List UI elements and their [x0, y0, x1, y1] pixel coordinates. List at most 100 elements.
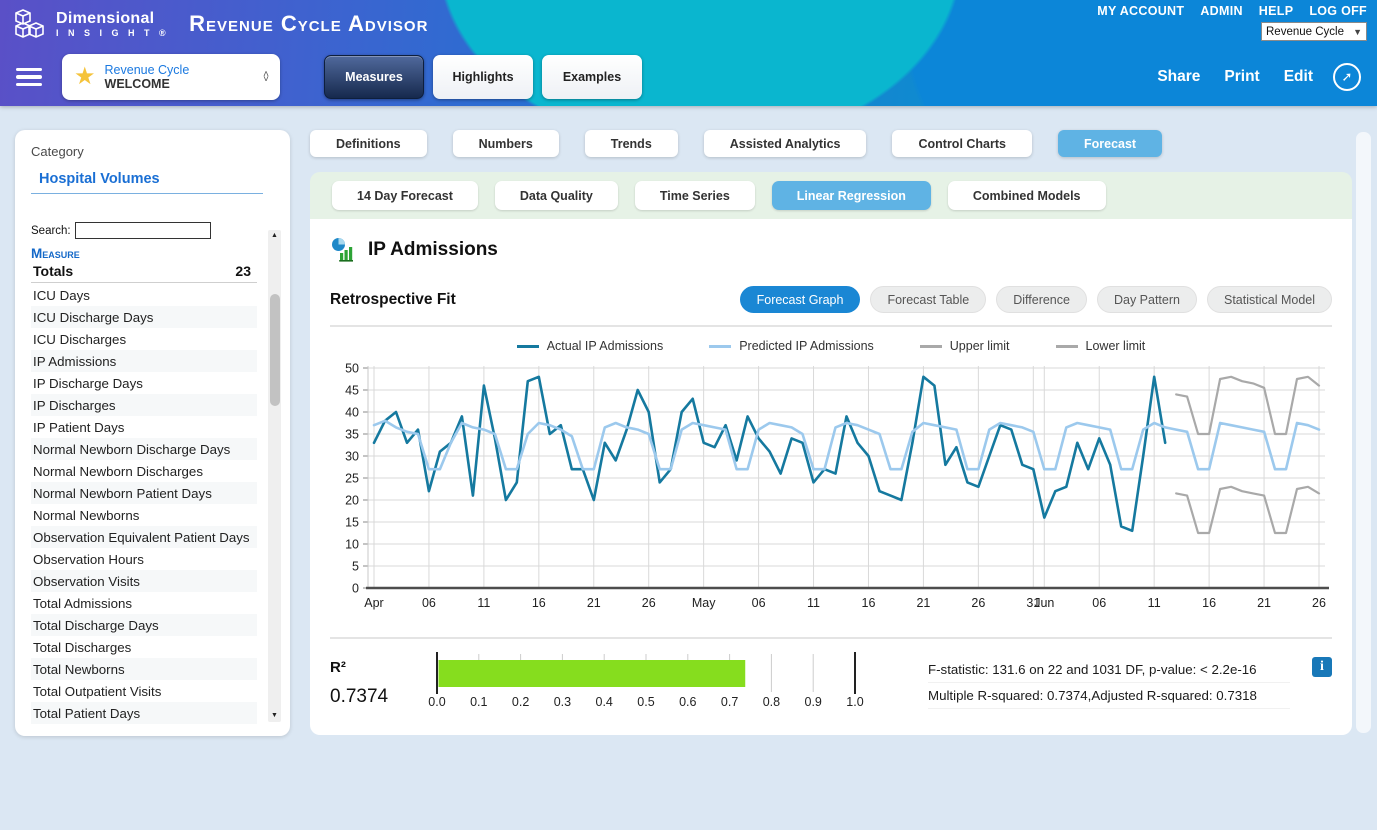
- measure-item-normal-newborn-patient-days[interactable]: Normal Newborn Patient Days: [31, 482, 257, 505]
- subtab-14-day-forecast[interactable]: 14 Day Forecast: [332, 181, 478, 210]
- legend-label: Lower limit: [1085, 339, 1146, 353]
- legend-label: Upper limit: [949, 339, 1010, 353]
- top-link-my-account[interactable]: MY ACCOUNT: [1097, 4, 1185, 18]
- measure-item-icu-days[interactable]: ICU Days: [33, 287, 90, 303]
- svg-text:0.4: 0.4: [596, 695, 613, 709]
- section-title: Retrospective Fit: [330, 290, 456, 308]
- dashboard-selector-text: Revenue Cycle WELCOME: [105, 63, 264, 92]
- nav-button-examples[interactable]: Examples: [542, 55, 642, 99]
- view-button-statistical-model[interactable]: Statistical Model: [1206, 286, 1332, 313]
- measure-item-icu-discharges[interactable]: ICU Discharges: [33, 331, 127, 347]
- dimensional-insight-logo: Dimensional I N S I G H T ®: [12, 6, 169, 42]
- chart-legend: Actual IP Admissions Predicted IP Admissi…: [330, 336, 1332, 356]
- scroll-down-icon[interactable]: ▼: [271, 712, 278, 719]
- subtab-combined-models[interactable]: Combined Models: [947, 181, 1106, 210]
- info-icon[interactable]: i: [1312, 657, 1332, 677]
- svg-text:11: 11: [807, 596, 820, 610]
- legend-label: Actual IP Admissions: [546, 339, 664, 353]
- subtab-time-series[interactable]: Time Series: [634, 181, 755, 210]
- tab-assisted-analytics[interactable]: Assisted Analytics: [703, 130, 867, 157]
- measure-item-total-outpatient-visits[interactable]: Total Outpatient Visits: [33, 683, 162, 699]
- search-input[interactable]: [74, 222, 211, 239]
- measure-item-total-patient-days[interactable]: Total Patient Days: [31, 702, 257, 725]
- svg-text:0.8: 0.8: [763, 695, 780, 709]
- measure-item-icu-discharge-days[interactable]: ICU Discharge Days: [31, 306, 257, 329]
- measure-column-header[interactable]: Measure: [31, 246, 80, 261]
- primary-tabs: Definitions Numbers Trends Assisted Analyti…: [310, 130, 1352, 157]
- nav-button-highlights[interactable]: Highlights: [433, 55, 533, 99]
- svg-text:0.9: 0.9: [805, 695, 822, 709]
- view-button-difference[interactable]: Difference: [996, 286, 1087, 313]
- r2-value: 0.7374: [330, 686, 389, 707]
- top-link-log-off[interactable]: LOG OFF: [1309, 4, 1367, 18]
- tab-trends[interactable]: Trends: [584, 130, 678, 157]
- totals-row[interactable]: Totals 23: [31, 261, 257, 283]
- top-link-help[interactable]: HELP: [1258, 4, 1294, 18]
- section-row: Retrospective Fit Forecast Graph Forecast…: [330, 286, 1332, 313]
- svg-text:40: 40: [345, 406, 359, 420]
- nav-buttons: Measures Highlights Examples: [324, 55, 642, 99]
- legend-item-predicted-ip-admissions: Predicted IP Admissions: [709, 339, 874, 353]
- scrollbar-thumb[interactable]: [269, 294, 280, 406]
- category-label: Category: [31, 144, 84, 159]
- r2-gauge: 0.0 0.1 0.2 0.3 0.4 0.5 0.6 0.7 0.8 0.9 1.0: [425, 647, 900, 714]
- svg-text:35: 35: [345, 428, 359, 442]
- tab-numbers[interactable]: Numbers: [452, 130, 559, 157]
- svg-text:0: 0: [352, 582, 359, 596]
- svg-text:0.0: 0.0: [428, 695, 445, 709]
- dashboard-selector[interactable]: ★ Revenue Cycle WELCOME ˄ ˅: [62, 54, 280, 100]
- subtab-data-quality[interactable]: Data Quality: [494, 181, 618, 210]
- measure-item-observation-equivalent-patient-days[interactable]: Observation Equivalent Patient Days: [31, 526, 257, 549]
- tab-forecast[interactable]: Forecast: [1057, 130, 1163, 157]
- logo-brand-top: Dimensional: [56, 9, 155, 27]
- svg-text:50: 50: [345, 362, 359, 376]
- action-print[interactable]: Print: [1224, 68, 1260, 85]
- measure-item-total-admissions[interactable]: Total Admissions: [33, 595, 133, 611]
- measure-item-observation-visits[interactable]: Observation Visits: [31, 570, 257, 593]
- module-select[interactable]: Revenue Cycle ▼: [1261, 22, 1367, 41]
- view-button-forecast-graph[interactable]: Forecast Graph: [739, 286, 861, 313]
- tab-control-charts[interactable]: Control Charts: [892, 130, 1032, 157]
- measure-item-ip-discharge-days[interactable]: IP Discharge Days: [33, 375, 143, 391]
- sidebar-scrollbar[interactable]: ▲ ▼: [268, 230, 281, 722]
- search-row: Search:: [31, 222, 290, 239]
- subtab-linear-regression[interactable]: Linear Regression: [771, 181, 931, 210]
- view-buttons: Forecast Graph Forecast Table Difference Da…: [739, 286, 1332, 313]
- menu-icon[interactable]: [16, 64, 42, 91]
- tab-definitions[interactable]: Definitions: [310, 130, 427, 157]
- measure-item-ip-discharges[interactable]: IP Discharges: [31, 394, 257, 417]
- legend-item-actual-ip-admissions: Actual IP Admissions: [516, 339, 664, 353]
- measure-item-ip-patient-days[interactable]: IP Patient Days: [33, 419, 125, 435]
- measure-item-normal-newborn-discharge-days[interactable]: Normal Newborn Discharge Days: [31, 438, 257, 461]
- header-actions: Share Print Edit: [1157, 68, 1313, 86]
- svg-text:Jun: Jun: [1034, 596, 1054, 610]
- svg-text:0.2: 0.2: [512, 695, 529, 709]
- measure-item-total-discharge-days[interactable]: Total Discharge Days: [31, 614, 257, 637]
- action-share[interactable]: Share: [1157, 68, 1201, 85]
- svg-text:45: 45: [345, 384, 359, 398]
- module-select-value: Revenue Cycle: [1266, 25, 1344, 38]
- view-button-day-pattern[interactable]: Day Pattern: [1096, 286, 1197, 313]
- action-edit[interactable]: Edit: [1283, 68, 1313, 85]
- svg-text:21: 21: [587, 596, 601, 610]
- measure-item-normal-newborns[interactable]: Normal Newborns: [33, 507, 140, 523]
- forecast-chart: 0 5 10 15 20 25 30 35 40 45 50 Apr 06 11 16 21 26 May 06 11…: [330, 358, 1332, 625]
- view-button-forecast-table[interactable]: Forecast Table: [870, 286, 987, 313]
- svg-text:21: 21: [1257, 596, 1271, 610]
- r2-label: R²: [330, 659, 346, 676]
- legend-item-lower-limit: Lower limit: [1055, 339, 1146, 353]
- nav-button-measures[interactable]: Measures: [324, 55, 424, 99]
- svg-text:11: 11: [1148, 596, 1161, 610]
- measure-item-total-newborns[interactable]: Total Newborns: [31, 658, 257, 681]
- category-hospital-volumes-link[interactable]: Hospital Volumes: [39, 171, 160, 187]
- arrow-circle-icon[interactable]: ➚: [1333, 63, 1361, 91]
- measure-item-total-discharges[interactable]: Total Discharges: [33, 639, 132, 655]
- scroll-up-icon[interactable]: ▲: [271, 232, 278, 239]
- chevron-down-icon: ▼: [1353, 26, 1362, 37]
- measure-item-observation-hours[interactable]: Observation Hours: [33, 551, 144, 567]
- measure-item-ip-admissions[interactable]: IP Admissions: [31, 350, 257, 373]
- top-link-admin[interactable]: ADMIN: [1200, 4, 1243, 18]
- measure-item-normal-newborn-discharges[interactable]: Normal Newborn Discharges: [33, 463, 203, 479]
- page-scrollbar[interactable]: [1356, 132, 1371, 733]
- dashboard-selector-module: Revenue Cycle: [104, 62, 190, 77]
